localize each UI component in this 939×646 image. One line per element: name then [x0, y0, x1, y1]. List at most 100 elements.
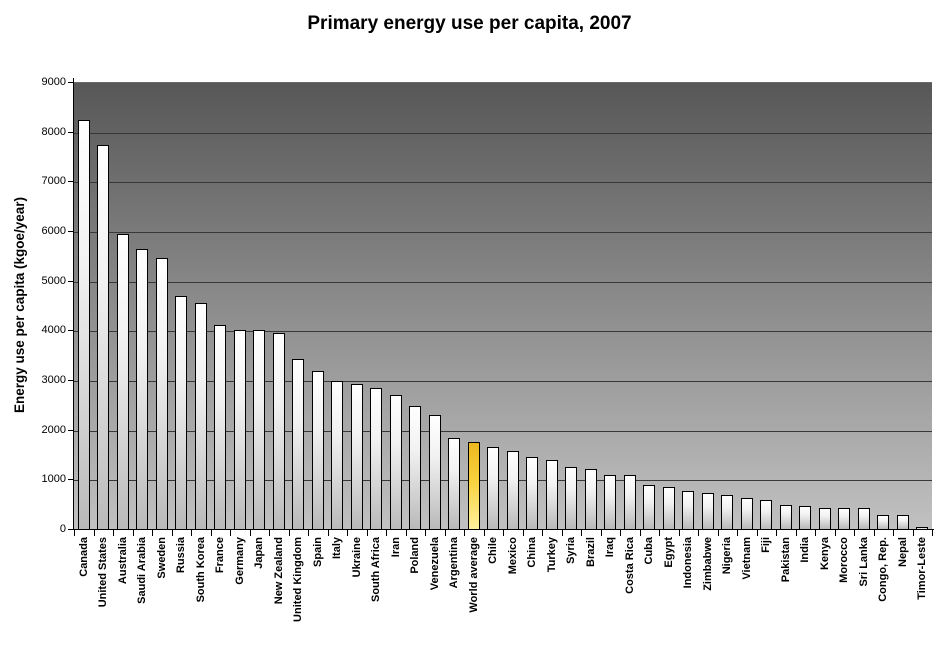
gridline-2000 [74, 430, 932, 432]
x-tick-28 [620, 530, 621, 536]
bar-zimbabwe [701, 493, 714, 530]
y-tick-3000 [68, 380, 74, 381]
gridline-8000 [74, 132, 932, 134]
x-label-costa-rica: Costa Rica [623, 537, 636, 594]
x-tick-14 [347, 530, 348, 536]
y-tick-label-6000: 6000 [41, 225, 66, 237]
x-tick-21 [484, 530, 485, 536]
x-tick-40 [854, 530, 855, 536]
x-tick-13 [328, 530, 329, 536]
x-tick-6 [191, 530, 192, 536]
bar-venezuela [428, 415, 441, 530]
x-label-iran: Iran [389, 537, 402, 558]
x-label-morocco: Morocco [838, 537, 851, 583]
x-label-ukraine: Ukraine [350, 537, 363, 578]
x-label-japan: Japan [253, 537, 266, 569]
x-tick-27 [601, 530, 602, 536]
x-label-kenya: Kenya [818, 537, 831, 571]
bar-cuba [643, 485, 656, 530]
bar-sweden [155, 258, 168, 530]
x-tick-30 [659, 530, 660, 536]
y-tick-0 [68, 529, 74, 530]
bar-india [799, 506, 812, 530]
x-tick-11 [289, 530, 290, 536]
bar-nigeria [721, 495, 734, 530]
bar-spain [311, 371, 324, 530]
x-tick-17 [406, 530, 407, 536]
bar-south-korea [194, 303, 207, 530]
x-tick-35 [757, 530, 758, 536]
y-tick-label-9000: 9000 [41, 76, 66, 88]
y-tick-label-5000: 5000 [41, 274, 66, 287]
bar-poland [409, 406, 422, 530]
bar-russia [175, 296, 188, 530]
x-axis-line [68, 529, 934, 530]
y-tick-1000 [68, 479, 74, 481]
bar-china [526, 457, 539, 530]
bar-nepal [896, 515, 909, 530]
x-tick-3 [133, 530, 134, 536]
x-tick-41 [874, 530, 875, 536]
bar-ukraine [350, 384, 363, 530]
x-label-brazil: Brazil [584, 537, 597, 567]
x-label-argentina: Argentina [448, 537, 461, 589]
gridline-5000 [74, 281, 932, 283]
x-tick-1 [94, 530, 95, 536]
x-tick-12 [308, 530, 309, 536]
bar-germany [233, 330, 246, 530]
y-tick-label-4000: 4000 [41, 324, 66, 337]
bar-iraq [604, 475, 617, 530]
x-tick-24 [542, 530, 543, 536]
bar-france [214, 325, 227, 530]
x-tick-22 [503, 530, 504, 536]
bar-new-zealand [272, 333, 285, 530]
x-label-indonesia: Indonesia [682, 537, 695, 589]
bar-chile [487, 447, 500, 530]
x-label-poland: Poland [409, 537, 422, 574]
bar-mexico [506, 451, 519, 530]
x-label-egypt: Egypt [662, 537, 675, 568]
bar-world-average [467, 442, 480, 530]
y-tick-label-1000: 1000 [41, 473, 66, 486]
x-label-zimbabwe: Zimbabwe [701, 537, 714, 591]
x-label-sri-lanka: Sri Lanka [857, 537, 870, 587]
x-tick-7 [211, 530, 212, 536]
x-tick-25 [562, 530, 563, 536]
bar-egypt [662, 487, 675, 530]
bar-south-africa [370, 388, 383, 530]
bar-argentina [448, 438, 461, 530]
bar-brazil [584, 469, 597, 530]
y-tick-5000 [68, 280, 74, 282]
x-tick-37 [796, 530, 797, 536]
x-label-nepal: Nepal [896, 537, 909, 567]
gridline-3000 [74, 381, 932, 382]
bar-iran [389, 395, 402, 530]
bar-australia [116, 234, 129, 530]
plot-area [74, 82, 932, 530]
x-tick-16 [386, 530, 387, 536]
x-label-china: China [526, 537, 539, 568]
x-label-mexico: Mexico [506, 537, 519, 575]
x-label-russia: Russia [175, 537, 188, 574]
x-tick-36 [776, 530, 777, 536]
bar-kenya [818, 508, 831, 530]
x-tick-33 [718, 530, 719, 536]
y-axis-title: Energy use per capita (kgoe/year) [12, 196, 27, 414]
x-label-chile: Chile [487, 537, 500, 564]
x-label-syria: Syria [565, 537, 578, 564]
x-label-timor-leste: Timor-Leste [916, 537, 929, 600]
y-tick-6000 [68, 231, 74, 232]
x-label-cuba: Cuba [643, 537, 656, 565]
x-tick-44 [932, 530, 933, 536]
bar-indonesia [682, 491, 695, 530]
x-label-united-kingdom: United Kingdom [292, 537, 305, 622]
x-tick-38 [815, 530, 816, 536]
x-tick-23 [523, 530, 524, 536]
x-label-south-korea: South Korea [194, 537, 207, 603]
x-label-vietnam: Vietnam [740, 537, 753, 580]
bar-japan [253, 330, 266, 530]
y-tick-label-2000: 2000 [41, 423, 66, 436]
x-label-pakistan: Pakistan [779, 537, 792, 583]
gridline-7000 [74, 182, 932, 184]
bar-pakistan [779, 505, 792, 530]
